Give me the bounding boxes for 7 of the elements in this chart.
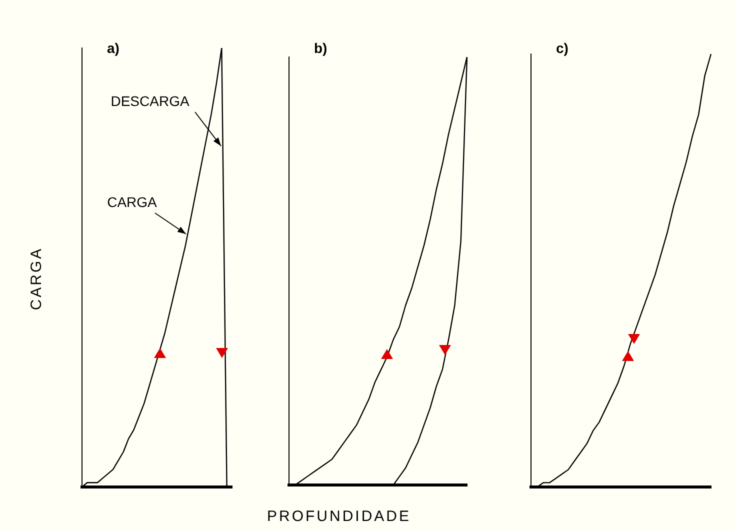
annotation: DESCARGA: [110, 92, 190, 109]
x-axis-title: PROFUNDIDADE: [267, 508, 412, 525]
chart-title: a): [107, 40, 120, 56]
annotation: CARGA: [107, 194, 158, 210]
chart-title: b): [314, 40, 328, 56]
y-axis-title: CARGA: [28, 246, 46, 310]
chart-title: c): [556, 40, 568, 56]
